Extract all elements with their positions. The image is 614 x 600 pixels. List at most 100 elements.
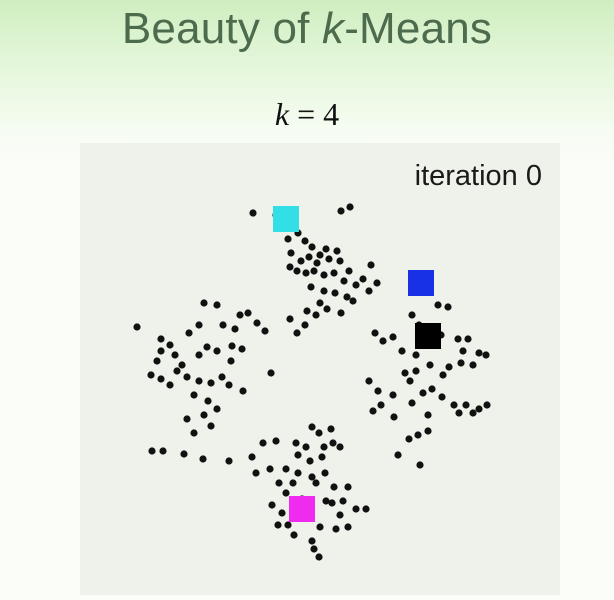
data-point bbox=[249, 209, 257, 217]
data-point bbox=[308, 423, 316, 431]
data-point bbox=[293, 329, 301, 337]
data-point bbox=[469, 409, 477, 417]
data-point bbox=[133, 323, 141, 331]
data-point bbox=[313, 259, 321, 267]
data-point bbox=[166, 341, 174, 349]
data-point bbox=[419, 389, 427, 397]
data-point bbox=[483, 401, 491, 409]
data-point bbox=[462, 401, 470, 409]
data-point bbox=[337, 207, 345, 215]
data-point bbox=[371, 329, 379, 337]
data-point bbox=[336, 257, 344, 265]
data-point bbox=[308, 473, 316, 481]
data-point bbox=[185, 329, 193, 337]
data-point bbox=[336, 511, 344, 519]
data-point bbox=[323, 305, 331, 313]
data-point bbox=[218, 373, 226, 381]
data-point bbox=[367, 261, 375, 269]
data-point bbox=[322, 245, 330, 253]
data-point bbox=[439, 371, 447, 379]
data-point bbox=[408, 311, 416, 319]
data-point bbox=[147, 371, 155, 379]
data-point bbox=[178, 361, 186, 369]
data-point bbox=[253, 319, 261, 327]
data-point bbox=[292, 439, 300, 447]
data-point bbox=[369, 407, 377, 415]
data-point bbox=[336, 443, 344, 451]
data-point bbox=[261, 327, 269, 335]
data-point bbox=[200, 299, 208, 307]
k-value: = 4 bbox=[289, 96, 340, 132]
data-point bbox=[266, 465, 274, 473]
data-point bbox=[259, 439, 267, 447]
data-point bbox=[455, 409, 463, 417]
data-point bbox=[274, 521, 282, 529]
data-point bbox=[308, 537, 316, 545]
data-point bbox=[312, 479, 320, 487]
data-point bbox=[316, 299, 324, 307]
data-point bbox=[316, 251, 324, 259]
data-point bbox=[199, 455, 207, 463]
data-point bbox=[405, 435, 413, 443]
data-point bbox=[275, 479, 283, 487]
data-point bbox=[166, 381, 174, 389]
data-point bbox=[362, 505, 370, 513]
data-point bbox=[173, 367, 181, 375]
data-point bbox=[373, 279, 381, 287]
data-point bbox=[379, 337, 387, 345]
data-point bbox=[475, 405, 483, 413]
slide-title: Beauty of k-Means bbox=[0, 4, 614, 54]
data-point bbox=[428, 385, 436, 393]
data-point bbox=[325, 255, 333, 263]
data-point bbox=[207, 379, 215, 387]
data-point bbox=[426, 361, 434, 369]
data-point bbox=[190, 429, 198, 437]
data-point bbox=[301, 321, 309, 329]
data-point bbox=[303, 307, 311, 315]
data-point bbox=[228, 342, 236, 350]
data-point bbox=[475, 349, 483, 357]
data-point bbox=[469, 361, 477, 369]
data-point bbox=[365, 377, 373, 385]
data-point bbox=[337, 309, 345, 317]
data-point bbox=[390, 413, 398, 421]
scatter-plot-panel: iteration 0 bbox=[80, 143, 560, 595]
data-point bbox=[450, 401, 458, 409]
data-point bbox=[343, 293, 351, 301]
data-point bbox=[239, 387, 247, 395]
data-point bbox=[438, 393, 446, 401]
data-point bbox=[153, 357, 161, 365]
data-point bbox=[293, 267, 301, 275]
data-point bbox=[349, 297, 357, 305]
data-point bbox=[157, 347, 165, 355]
title-k-italic: k bbox=[322, 4, 345, 53]
data-point bbox=[406, 377, 414, 385]
data-point bbox=[171, 351, 179, 359]
data-point bbox=[297, 257, 305, 265]
data-point bbox=[444, 303, 452, 311]
data-point bbox=[195, 377, 203, 385]
data-point bbox=[157, 375, 165, 383]
data-point bbox=[294, 469, 302, 477]
scatter-plot bbox=[133, 203, 491, 561]
data-point bbox=[159, 447, 167, 455]
data-point bbox=[315, 429, 323, 437]
data-point bbox=[320, 271, 328, 279]
data-point bbox=[308, 243, 316, 251]
data-point bbox=[424, 427, 432, 435]
data-point bbox=[330, 483, 338, 491]
data-point bbox=[305, 253, 313, 261]
data-point bbox=[345, 267, 353, 275]
iteration-label: iteration 0 bbox=[414, 160, 542, 192]
data-point bbox=[225, 381, 233, 389]
data-point bbox=[321, 469, 329, 477]
data-point bbox=[315, 553, 323, 561]
data-point bbox=[332, 525, 340, 533]
data-point bbox=[310, 545, 318, 553]
data-point bbox=[244, 309, 252, 317]
data-point bbox=[183, 373, 191, 381]
data-point bbox=[464, 335, 472, 343]
data-point bbox=[302, 443, 310, 451]
data-point bbox=[183, 415, 191, 423]
data-point bbox=[248, 453, 256, 461]
